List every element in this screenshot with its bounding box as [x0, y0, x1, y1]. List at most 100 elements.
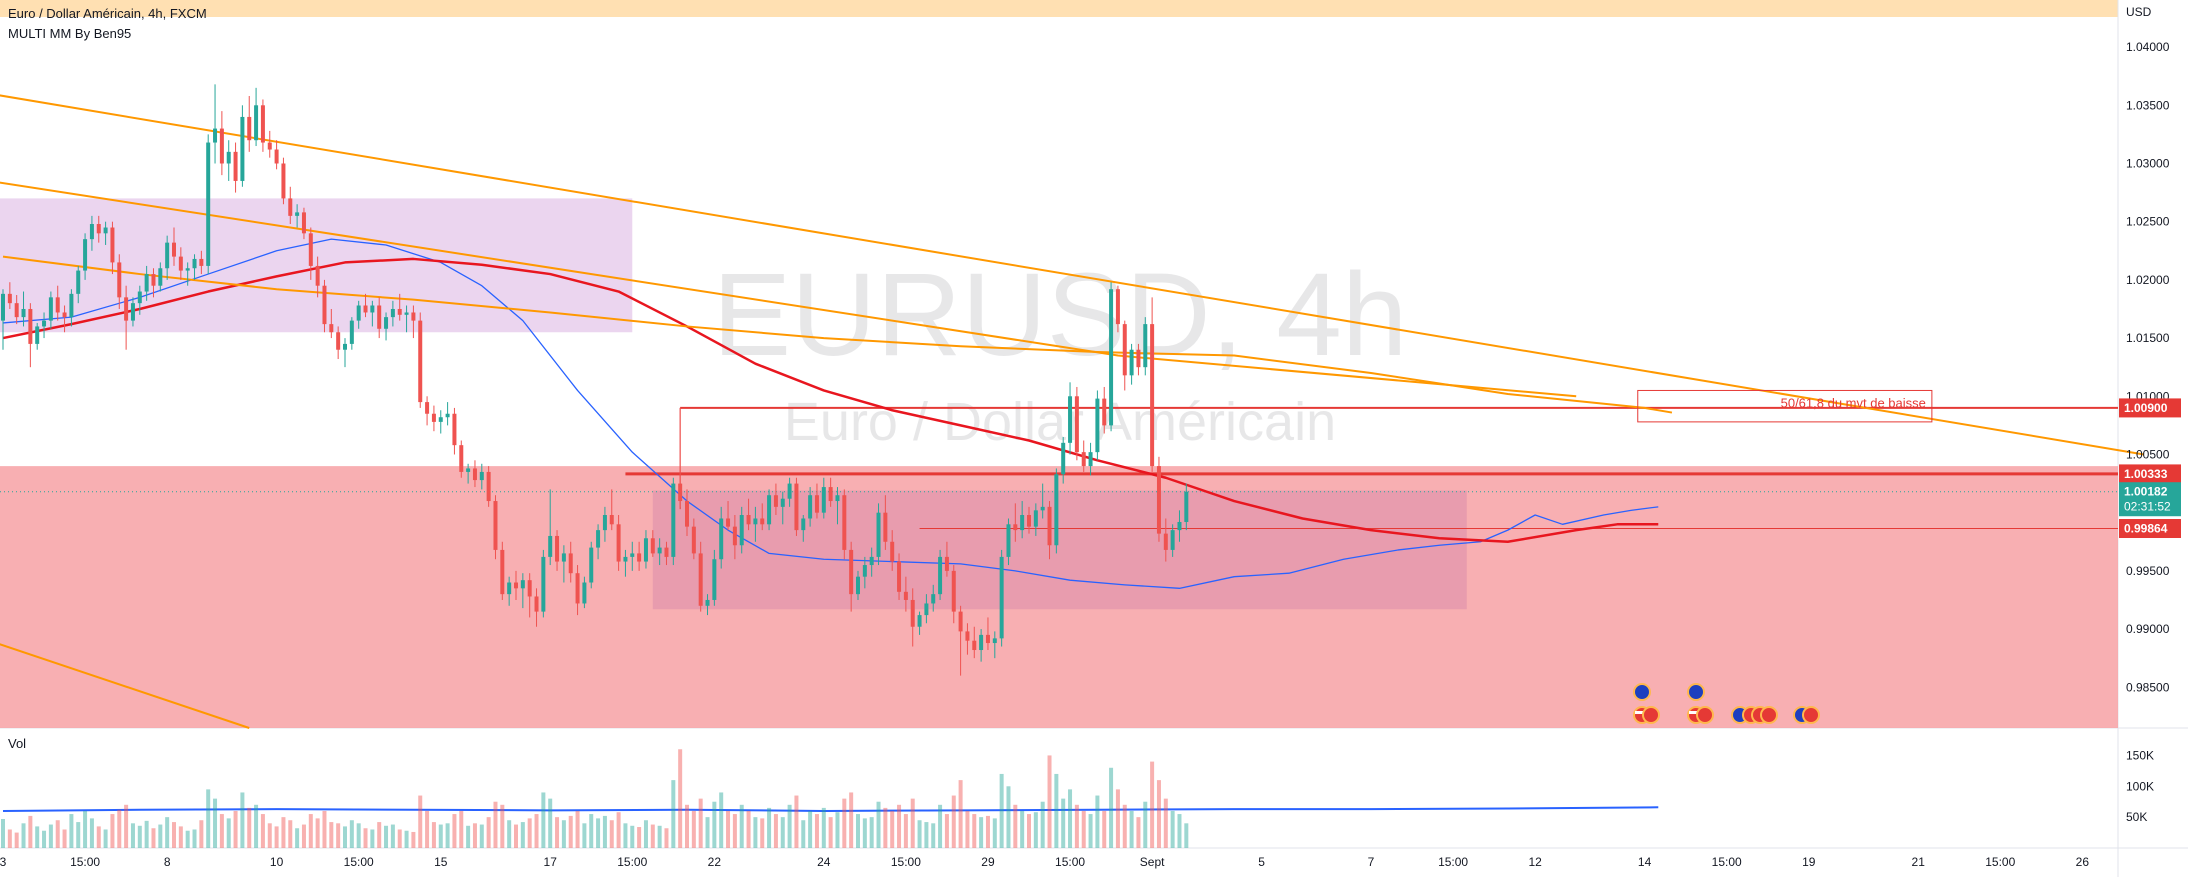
price-tick-label: 1.01500: [2126, 331, 2170, 345]
volume-bar: [117, 809, 122, 848]
volume-bar: [897, 804, 902, 848]
volume-axis[interactable]: 150K 100K 50K: [2126, 748, 2154, 824]
annotation[interactable]: 50/61,8 du mvt de baisse: [1637, 389, 1933, 423]
time-axis[interactable]: 3 15:00 8 10 15:00 15 17 15:00 22 24 15:00 29 15:00 S…: [0, 855, 2089, 869]
event-markers[interactable]: [1633, 683, 1820, 724]
candle-body: [958, 611, 963, 632]
candle-body: [842, 495, 847, 550]
candle-body: [903, 591, 908, 600]
volume-bar: [746, 810, 751, 848]
volume-bar: [83, 810, 88, 848]
volume-bar: [1177, 814, 1182, 848]
candle-body: [739, 515, 744, 546]
candle-body: [329, 324, 334, 333]
us-flag-icon[interactable]: [1802, 706, 1820, 724]
volume-bar: [623, 823, 628, 848]
candle-body: [247, 116, 252, 141]
candle-body: [835, 495, 840, 502]
candle-body: [144, 274, 149, 292]
eu-flag-icon[interactable]: [1633, 683, 1651, 701]
time-tick-label: 5: [1258, 855, 1265, 869]
us-flag-icon[interactable]: [1696, 706, 1714, 724]
volume-bar: [1143, 801, 1148, 848]
volume-bar: [472, 823, 477, 848]
annotation-box[interactable]: [1637, 389, 1933, 423]
volume-bar: [835, 812, 840, 848]
volume-bar: [418, 795, 423, 848]
volume-bar: [158, 824, 163, 848]
volume-bar: [992, 818, 997, 848]
volume-bar: [862, 818, 867, 848]
volume-bar: [561, 820, 566, 848]
time-tick-label: 15: [434, 855, 448, 869]
moving-average-line: [2, 255, 1673, 414]
price-tick-label: 1.03000: [2126, 156, 2170, 170]
price-tick-label: 1.02500: [2126, 215, 2170, 229]
candle-body: [165, 242, 170, 269]
volume-bar: [240, 792, 245, 848]
candle-body: [555, 535, 560, 562]
last-price-text: 1.00182: [2124, 485, 2168, 499]
volume-bar: [1027, 814, 1031, 848]
us-flag-icon[interactable]: [1760, 706, 1778, 724]
candle-body: [671, 483, 676, 557]
volume-bar: [178, 826, 183, 848]
candle-body: [281, 163, 286, 199]
volume-bar: [301, 824, 306, 848]
time-tick-label: 14: [1638, 855, 1652, 869]
time-tick-label: 22: [708, 855, 722, 869]
volume-bar: [479, 824, 484, 848]
candle-body: [691, 526, 696, 554]
volume-bar: [96, 826, 101, 848]
candle-body: [336, 332, 341, 350]
candle-body: [890, 541, 895, 562]
time-tick-label: 24: [817, 855, 831, 869]
volume-bar: [609, 820, 614, 848]
volume-bar: [452, 814, 457, 848]
volume-bar: [199, 820, 204, 848]
volume-bar: [466, 825, 471, 848]
candle-body: [609, 515, 614, 525]
volume-tick-label: 150K: [2126, 748, 2154, 762]
volume-bar: [979, 817, 984, 848]
volume-bar: [527, 818, 532, 848]
time-tick-label: Sept: [1140, 855, 1165, 869]
volume-bar: [828, 817, 833, 848]
volume-bar: [787, 804, 792, 848]
volume-bar: [356, 823, 361, 848]
volume-bar: [1047, 755, 1052, 848]
volume-bar: [657, 825, 662, 848]
indicator-legend[interactable]: MULTI MM By Ben95: [8, 26, 132, 41]
candle-body: [760, 518, 765, 525]
candle-body: [1115, 289, 1120, 325]
volume-bar: [336, 823, 341, 848]
volume-bar: [42, 830, 47, 848]
price-axis[interactable]: 1.04000 1.03500 1.03000 1.02500 1.02000 1.015…: [2126, 40, 2170, 694]
volume-bar: [548, 798, 553, 848]
price-tag-level-1: [2119, 398, 2181, 418]
eu-flag-icon[interactable]: [1687, 683, 1705, 701]
volume-bar: [808, 810, 813, 848]
volume-bar: [144, 820, 149, 848]
candle-body: [1150, 324, 1155, 467]
candle-body: [14, 303, 19, 318]
volume-bar: [329, 822, 334, 848]
candle-body: [876, 512, 881, 557]
volume-legend[interactable]: Vol: [8, 736, 27, 751]
volume-bar: [917, 820, 922, 848]
candle-body: [431, 413, 436, 422]
volume-bar: [507, 820, 512, 848]
candle-body: [746, 515, 751, 525]
us-flag-icon[interactable]: [1642, 706, 1660, 724]
symbol-title[interactable]: Euro / Dollar Américain, 4h, FXCM: [8, 6, 207, 21]
volume-bar: [28, 815, 33, 848]
volume-bar: [691, 810, 696, 848]
time-tick-label: 26: [2076, 855, 2090, 869]
candle-body: [637, 553, 642, 562]
candle-body: [206, 142, 211, 266]
volume-bar: [944, 814, 949, 848]
candle-body: [288, 198, 293, 216]
candle-body: [158, 268, 163, 286]
volume-bar: [938, 804, 943, 848]
